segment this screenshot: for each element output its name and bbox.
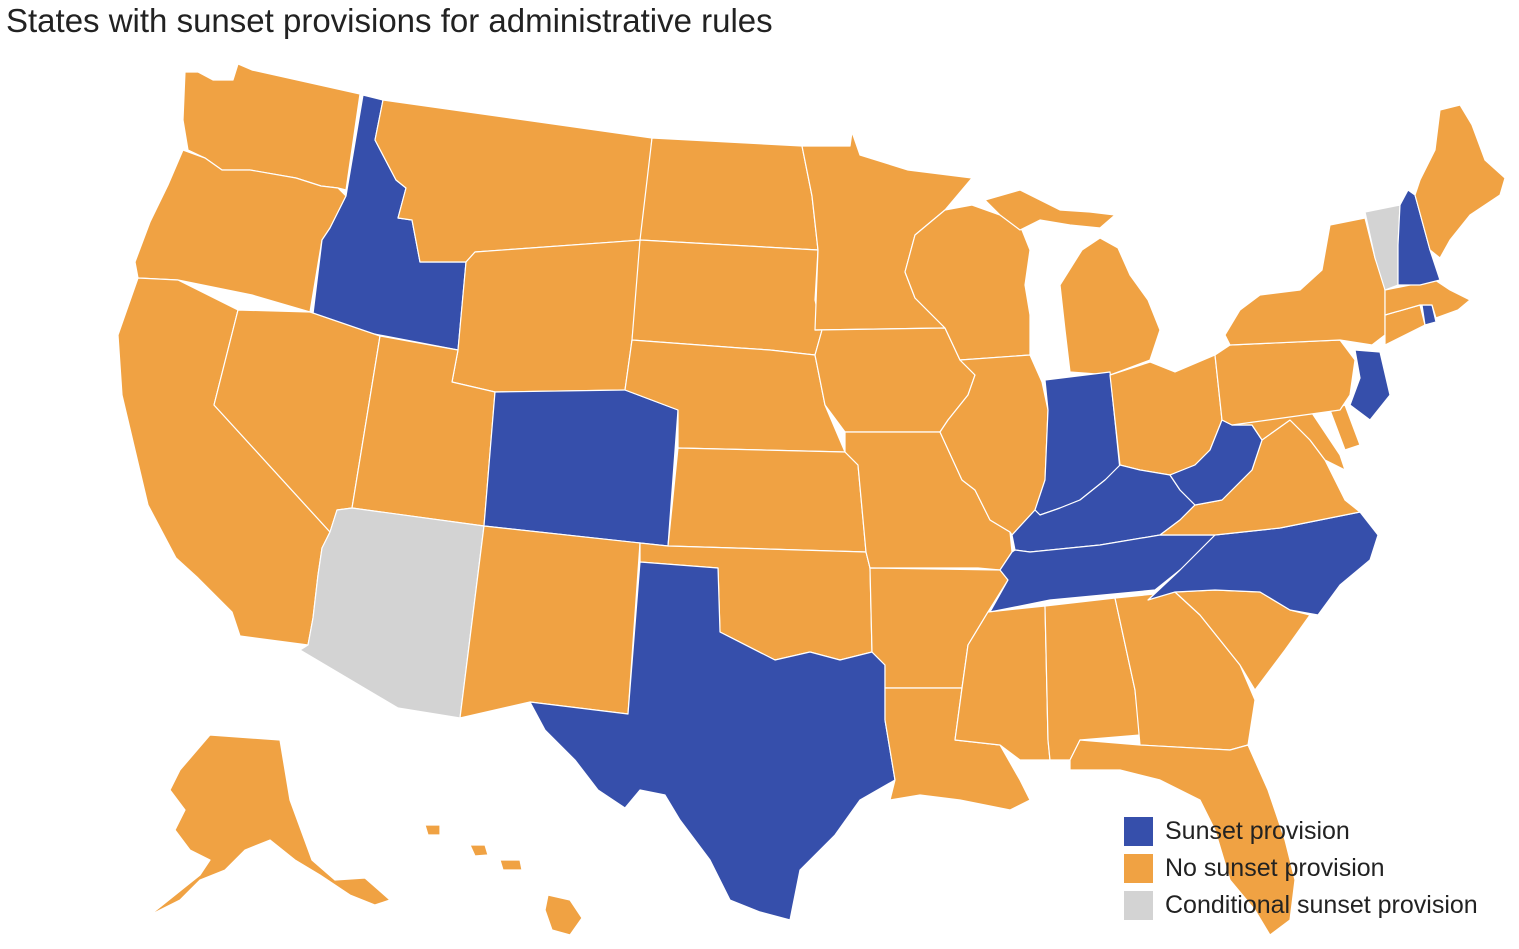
map-legend: Sunset provision No sunset provision Con… — [1124, 813, 1478, 924]
legend-item-conditional: Conditional sunset provision — [1124, 887, 1478, 924]
state-kansas — [667, 447, 867, 553]
state-florida — [1069, 739, 1296, 936]
state-new-mexico — [459, 525, 641, 719]
state-new-hampshire — [1397, 189, 1441, 286]
state-new-york — [1224, 217, 1386, 346]
legend-label: No sunset provision — [1165, 854, 1385, 882]
legend-label: Conditional sunset provision — [1165, 891, 1478, 919]
state-maryland — [1231, 409, 1346, 471]
state-delaware — [1329, 404, 1361, 451]
state-illinois — [939, 354, 1049, 536]
legend-swatch-conditional — [1124, 891, 1153, 920]
map-title: States with sunset provisions for admini… — [6, 2, 773, 39]
legend-label: Sunset provision — [1165, 817, 1350, 845]
state-arizona — [299, 507, 485, 719]
state-wisconsin — [904, 204, 1031, 361]
state-texas — [529, 561, 896, 921]
legend-swatch-no-sunset — [1124, 854, 1153, 883]
state-alaska — [149, 734, 391, 916]
legend-item-sunset: Sunset provision — [1124, 813, 1478, 850]
state-maine — [1414, 104, 1506, 259]
state-wyoming — [451, 239, 643, 393]
legend-swatch-sunset — [1124, 817, 1153, 846]
state-north-dakota — [639, 137, 819, 251]
state-new-jersey — [1349, 349, 1391, 421]
state-montana — [374, 99, 653, 263]
state-michigan — [984, 189, 1161, 376]
legend-item-no-sunset: No sunset provision — [1124, 850, 1478, 887]
state-colorado — [483, 389, 679, 547]
state-nebraska — [624, 339, 846, 453]
state-south-dakota — [631, 239, 823, 356]
state-hawaii — [424, 824, 583, 936]
state-massachusetts — [1384, 279, 1471, 319]
state-tennessee — [989, 534, 1216, 613]
